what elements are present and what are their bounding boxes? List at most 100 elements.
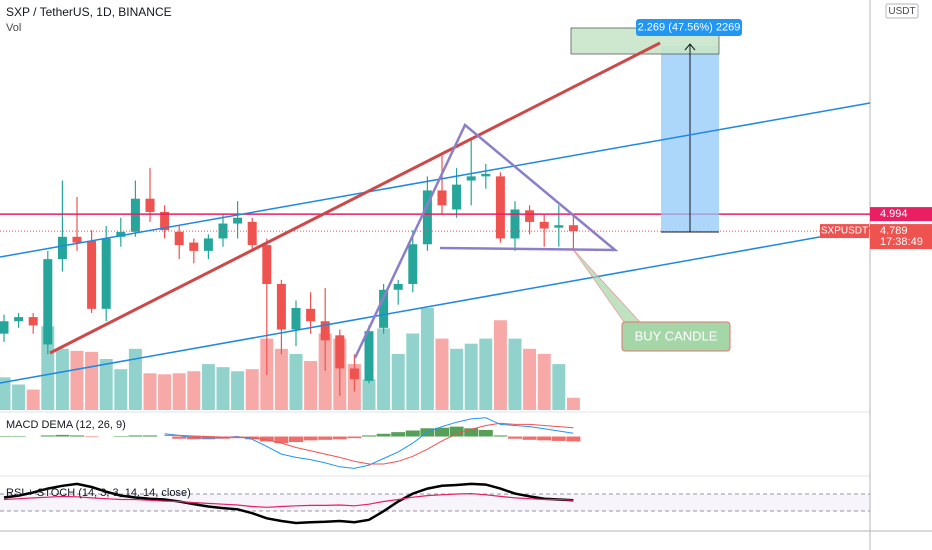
candle-body bbox=[28, 317, 38, 326]
candle-body bbox=[116, 231, 126, 237]
histogram-bar bbox=[435, 427, 449, 437]
volume-bar bbox=[406, 333, 420, 410]
histogram-bar bbox=[464, 428, 479, 437]
histogram-bar bbox=[303, 436, 318, 441]
histogram-bar bbox=[405, 430, 420, 437]
volume-bar bbox=[537, 353, 551, 410]
measure-label: 2.269 (47.56%) 2269 bbox=[638, 21, 741, 33]
histogram-bar bbox=[362, 435, 376, 437]
histogram-bar bbox=[274, 436, 289, 444]
volume-bar bbox=[0, 377, 11, 410]
symbol-box bbox=[820, 224, 869, 239]
volume-bar bbox=[70, 350, 84, 410]
histogram-bar bbox=[128, 435, 143, 437]
candle-body bbox=[510, 209, 520, 239]
histogram-bar bbox=[84, 436, 99, 438]
volume-bar bbox=[566, 397, 580, 410]
measure-label-box bbox=[636, 19, 742, 36]
candle-body bbox=[437, 190, 447, 206]
volume-bar bbox=[187, 371, 201, 410]
volume-bar bbox=[41, 326, 55, 410]
candle-body bbox=[160, 211, 170, 231]
candle-body bbox=[262, 245, 272, 284]
unit-box bbox=[885, 3, 919, 19]
volume-bar bbox=[55, 348, 69, 410]
indicator-line bbox=[3, 492, 574, 508]
histogram-bar bbox=[40, 435, 55, 437]
candle-body bbox=[408, 244, 418, 284]
volume-bar bbox=[493, 320, 507, 410]
histogram-bar bbox=[347, 436, 362, 439]
volume-bar bbox=[304, 361, 318, 410]
histogram-bar bbox=[508, 436, 522, 439]
volume-bar bbox=[450, 348, 464, 410]
candle-body bbox=[481, 173, 491, 177]
volume-bar bbox=[479, 338, 493, 410]
histogram-bar bbox=[537, 436, 552, 441]
volume-bar bbox=[128, 348, 142, 410]
volume-bar bbox=[245, 369, 259, 410]
histogram-bar bbox=[55, 434, 70, 437]
volume-bar bbox=[508, 338, 522, 410]
last-price-time: 17:38:49 bbox=[880, 236, 923, 248]
last-price-label: 4.789 bbox=[880, 225, 908, 237]
histogram-bar bbox=[376, 433, 391, 437]
volume-bar bbox=[523, 348, 537, 410]
histogram-bar bbox=[551, 436, 566, 441]
histogram-bar bbox=[449, 426, 464, 437]
histogram-bar bbox=[172, 436, 187, 439]
volume-bar bbox=[274, 348, 288, 410]
candle-body bbox=[145, 198, 155, 212]
histogram-bar bbox=[566, 436, 581, 442]
volume-bar bbox=[143, 373, 157, 410]
histogram-bar bbox=[332, 436, 347, 440]
volume-bar bbox=[377, 328, 391, 410]
volume-label: Vol bbox=[6, 22, 21, 34]
candle-body bbox=[291, 307, 301, 330]
candle-body bbox=[306, 308, 316, 322]
candle-body bbox=[174, 231, 184, 246]
volume-bar bbox=[391, 353, 405, 410]
volume-bar bbox=[12, 384, 26, 410]
candle-body bbox=[393, 283, 403, 290]
candle-body bbox=[466, 176, 476, 181]
candle-body bbox=[320, 321, 330, 341]
candle-body bbox=[452, 184, 462, 210]
candle-body bbox=[0, 321, 9, 334]
rsi-title: RSI + STOCH (14, 3, 3, 14, 14, close) bbox=[6, 487, 191, 499]
candle-body bbox=[539, 221, 549, 229]
hline-label-box bbox=[870, 207, 932, 222]
macd-line bbox=[164, 422, 574, 465]
volume-bar bbox=[552, 364, 566, 410]
volume-bar bbox=[318, 333, 332, 410]
arrow-head bbox=[684, 43, 696, 51]
candle-body bbox=[72, 236, 82, 243]
volume-bar bbox=[435, 338, 449, 410]
trend-line bbox=[0, 102, 871, 258]
candle-body bbox=[57, 236, 67, 260]
drawings: BUY CANDLE 2.269 (47.56%) 2269 bbox=[0, 19, 871, 384]
histogram-bar bbox=[143, 435, 157, 437]
candle-body bbox=[335, 335, 345, 369]
candle-body bbox=[87, 240, 97, 309]
candle-body bbox=[495, 176, 505, 239]
callout-box bbox=[621, 321, 731, 352]
histogram-bar bbox=[478, 429, 493, 437]
histogram-bar bbox=[493, 435, 508, 437]
volume-bar bbox=[172, 373, 186, 410]
candle-body bbox=[189, 242, 199, 251]
trend-line bbox=[49, 41, 661, 355]
volume-bar bbox=[362, 379, 376, 410]
unit-label: USDT bbox=[888, 6, 915, 17]
candle-body bbox=[14, 317, 24, 322]
volume-bar bbox=[420, 308, 434, 410]
volume-bar bbox=[85, 351, 99, 410]
candle-body bbox=[364, 331, 374, 381]
volume-bar bbox=[114, 369, 128, 410]
volume-bar bbox=[231, 371, 245, 410]
candle-body bbox=[203, 238, 213, 251]
trend-line bbox=[0, 227, 871, 384]
